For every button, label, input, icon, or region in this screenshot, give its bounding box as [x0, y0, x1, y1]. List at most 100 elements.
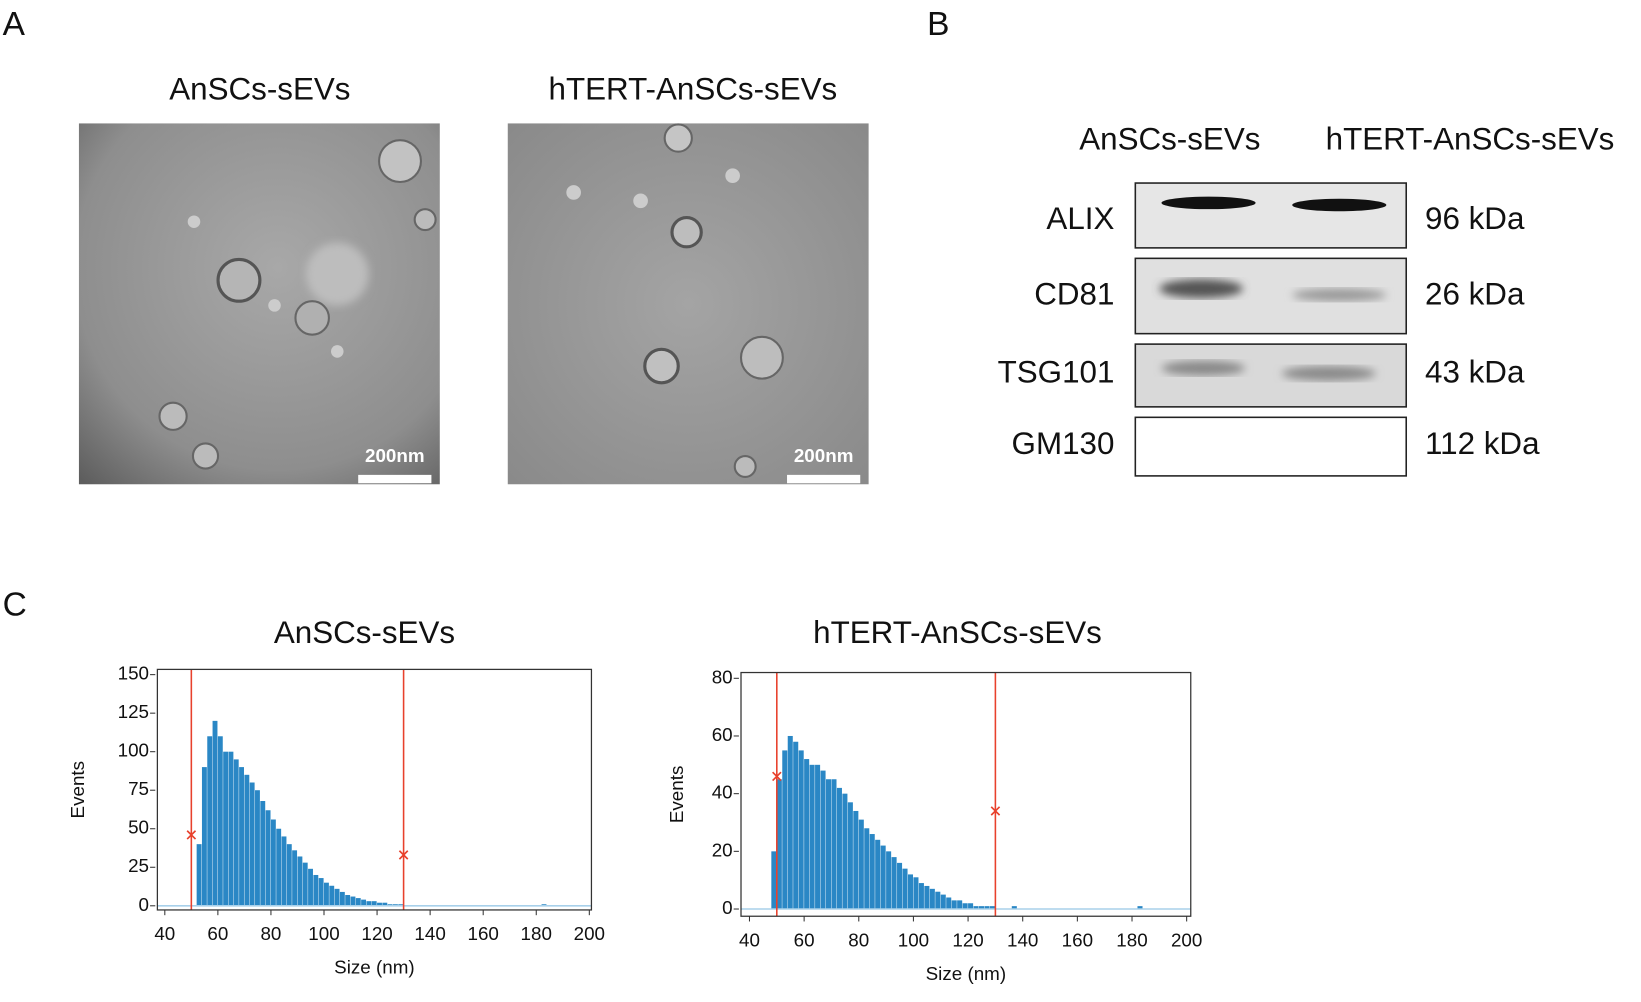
blot [1134, 182, 1408, 477]
y-axis-label: Events [67, 761, 88, 819]
bar [324, 882, 329, 906]
cursor-marker [186, 830, 197, 840]
bar [249, 782, 255, 906]
bar [265, 810, 271, 906]
bar [929, 888, 935, 910]
bar [255, 790, 260, 906]
x-tick-label: 60 [207, 923, 228, 944]
bar [201, 767, 207, 906]
y-tick-label: 125 [118, 701, 149, 722]
bar [782, 750, 788, 910]
bar [361, 899, 367, 906]
bar [907, 874, 914, 910]
bar [809, 764, 815, 910]
bar [286, 844, 292, 906]
cursor-marker [772, 771, 782, 782]
x-tick-label: 180 [1116, 929, 1147, 950]
bar [334, 888, 340, 906]
bar [345, 895, 351, 906]
x-tick-label: 80 [848, 929, 869, 950]
bar [815, 764, 821, 910]
scale-bar-label: 200nm [794, 445, 854, 466]
bar [946, 897, 952, 910]
bar [318, 878, 324, 906]
x-tick-label: 60 [794, 929, 815, 950]
cursor-marker [990, 806, 1001, 816]
bar [371, 901, 377, 906]
bar [233, 759, 239, 906]
bar [308, 868, 313, 906]
bar [228, 751, 234, 906]
y-tick-label: 50 [128, 817, 149, 838]
x-tick-label: 80 [260, 923, 281, 944]
cursor-marker [398, 850, 409, 860]
plot-frame [740, 671, 1192, 917]
bar [897, 862, 903, 910]
size-label: 26 kDa [1425, 276, 1525, 311]
bar [978, 906, 985, 910]
x-axis-label: Size (nm) [926, 963, 1007, 984]
bar [787, 735, 793, 910]
size-label: 96 kDa [1425, 201, 1525, 236]
chart-title: AnSCs-sEVs [274, 615, 455, 650]
bar [880, 845, 886, 910]
x-tick-label: 120 [952, 929, 983, 950]
bar [366, 901, 372, 906]
bar [913, 877, 919, 910]
bar [836, 787, 842, 910]
bar [984, 906, 990, 910]
bar [244, 774, 250, 906]
y-tick-label: 100 [118, 740, 149, 761]
protein-label: CD81 [1034, 276, 1114, 311]
bar [886, 851, 892, 910]
protein-label: GM130 [1012, 426, 1115, 461]
y-tick-label: 0 [722, 897, 732, 918]
bar [957, 900, 963, 910]
bar [918, 883, 924, 910]
image-title: hTERT-AnSCs-sEVs [549, 71, 838, 106]
panel-label: A [3, 6, 26, 43]
bar [968, 903, 974, 910]
bar [891, 857, 897, 910]
bar [853, 810, 859, 910]
bar [239, 767, 244, 906]
bar [847, 802, 853, 910]
bar [207, 736, 213, 906]
blot-column: AnSCs-sEVs [1079, 121, 1260, 156]
y-tick-label: 80 [712, 666, 733, 687]
bar [329, 885, 335, 906]
bar [212, 720, 218, 906]
bar [842, 793, 848, 910]
protein-label: TSG101 [998, 355, 1115, 390]
bar [196, 844, 202, 906]
blot-column: hTERT-AnSCs-sEVs [1326, 121, 1615, 156]
bar [276, 828, 282, 906]
y-tick-label: 25 [128, 855, 149, 876]
x-tick-label: 140 [414, 923, 445, 944]
y-tick-label: 0 [139, 894, 149, 915]
bar [382, 902, 388, 906]
x-tick-label: 40 [739, 929, 760, 950]
panel-label: C [3, 586, 27, 623]
bar [858, 819, 864, 910]
x-axis-label: Size (nm) [334, 956, 415, 977]
x-tick-label: 160 [467, 923, 498, 944]
x-tick-label: 100 [308, 923, 339, 944]
bar [940, 894, 946, 910]
bar [355, 898, 361, 906]
tem-image [507, 123, 869, 485]
x-tick-label: 120 [361, 923, 392, 944]
bar [776, 779, 782, 910]
x-tick-label: 200 [1171, 929, 1202, 950]
bar [339, 891, 345, 906]
bar [864, 828, 870, 910]
bar [902, 868, 908, 910]
bar [924, 885, 930, 910]
bar [270, 819, 276, 906]
bar [798, 750, 804, 910]
bar [951, 900, 957, 910]
x-tick-label: 180 [521, 923, 552, 944]
bar [989, 906, 995, 910]
